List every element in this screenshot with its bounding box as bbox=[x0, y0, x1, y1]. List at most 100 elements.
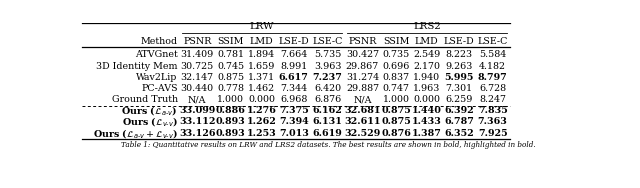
Text: 0.000: 0.000 bbox=[413, 95, 440, 104]
Text: LRS2: LRS2 bbox=[413, 22, 441, 31]
Text: 0.747: 0.747 bbox=[383, 84, 410, 93]
Text: 0.875: 0.875 bbox=[381, 117, 411, 126]
Text: 8.247: 8.247 bbox=[479, 95, 506, 104]
Text: 3D Identity Mem: 3D Identity Mem bbox=[96, 61, 178, 70]
Text: 1.963: 1.963 bbox=[413, 84, 440, 93]
Text: 6.787: 6.787 bbox=[444, 117, 474, 126]
Text: 0.000: 0.000 bbox=[248, 95, 275, 104]
Text: 6.392: 6.392 bbox=[444, 106, 474, 115]
Text: LMD: LMD bbox=[415, 36, 438, 45]
Text: 32.681: 32.681 bbox=[344, 106, 381, 115]
Text: 33.112: 33.112 bbox=[179, 117, 216, 126]
Text: 1.253: 1.253 bbox=[246, 129, 276, 138]
Text: LSE-C: LSE-C bbox=[312, 36, 342, 45]
Text: Method: Method bbox=[141, 36, 178, 45]
Text: Ours ($\mathcal{L}_{a\text{-}v}$): Ours ($\mathcal{L}_{a\text{-}v}$) bbox=[122, 104, 178, 117]
Text: 7.375: 7.375 bbox=[279, 106, 308, 115]
Text: 0.778: 0.778 bbox=[218, 84, 244, 93]
Text: SSIM: SSIM bbox=[218, 36, 244, 45]
Text: 7.664: 7.664 bbox=[280, 50, 307, 59]
Text: 32.529: 32.529 bbox=[344, 129, 381, 138]
Text: LSE-D: LSE-D bbox=[278, 36, 309, 45]
Text: LSE-C: LSE-C bbox=[477, 36, 508, 45]
Text: 0.745: 0.745 bbox=[217, 61, 244, 70]
Text: 7.013: 7.013 bbox=[279, 129, 308, 138]
Text: LMD: LMD bbox=[250, 36, 273, 45]
Text: ATVGnet: ATVGnet bbox=[135, 50, 178, 59]
Text: N/A: N/A bbox=[188, 95, 207, 104]
Text: 32.611: 32.611 bbox=[344, 117, 381, 126]
Text: 6.162: 6.162 bbox=[312, 106, 342, 115]
Text: 6.352: 6.352 bbox=[444, 129, 474, 138]
Text: LRW: LRW bbox=[250, 22, 274, 31]
Text: 1.940: 1.940 bbox=[413, 73, 440, 82]
Text: 6.619: 6.619 bbox=[312, 129, 342, 138]
Text: 8.991: 8.991 bbox=[280, 61, 307, 70]
Text: 1.276: 1.276 bbox=[246, 106, 276, 115]
Text: 6.876: 6.876 bbox=[314, 95, 341, 104]
Text: 7.237: 7.237 bbox=[312, 73, 342, 82]
Text: 5.735: 5.735 bbox=[314, 50, 341, 59]
Text: Wav2Lip: Wav2Lip bbox=[136, 73, 178, 82]
Text: 0.886: 0.886 bbox=[216, 106, 246, 115]
Text: 1.894: 1.894 bbox=[248, 50, 275, 59]
Text: 29.887: 29.887 bbox=[346, 84, 379, 93]
Text: 1.000: 1.000 bbox=[218, 95, 244, 104]
Text: 30.725: 30.725 bbox=[180, 61, 214, 70]
Text: 33.099: 33.099 bbox=[179, 106, 216, 115]
Text: N/A: N/A bbox=[353, 95, 372, 104]
Text: 0.735: 0.735 bbox=[382, 50, 410, 59]
Text: 6.617: 6.617 bbox=[279, 73, 308, 82]
Text: 7.925: 7.925 bbox=[478, 129, 508, 138]
Text: 30.427: 30.427 bbox=[346, 50, 379, 59]
Text: PC-AVS: PC-AVS bbox=[141, 84, 178, 93]
Text: 31.409: 31.409 bbox=[180, 50, 214, 59]
Text: Table 1: Quantitative results on LRW and LRS2 datasets. The best results are sho: Table 1: Quantitative results on LRW and… bbox=[121, 141, 535, 149]
Text: 6.259: 6.259 bbox=[445, 95, 472, 104]
Text: SSIM: SSIM bbox=[383, 36, 409, 45]
Text: 7.394: 7.394 bbox=[279, 117, 308, 126]
Text: 31.274: 31.274 bbox=[346, 73, 379, 82]
Text: 7.301: 7.301 bbox=[445, 84, 472, 93]
Text: 0.696: 0.696 bbox=[382, 61, 410, 70]
Text: 0.781: 0.781 bbox=[218, 50, 244, 59]
Text: 7.344: 7.344 bbox=[280, 84, 307, 93]
Text: 0.875: 0.875 bbox=[217, 73, 244, 82]
Text: 1.000: 1.000 bbox=[383, 95, 410, 104]
Text: 0.837: 0.837 bbox=[382, 73, 410, 82]
Text: 1.262: 1.262 bbox=[246, 117, 276, 126]
Text: 7.363: 7.363 bbox=[477, 117, 508, 126]
Text: 4.182: 4.182 bbox=[479, 61, 506, 70]
Text: 7.835: 7.835 bbox=[478, 106, 508, 115]
Text: 6.131: 6.131 bbox=[312, 117, 342, 126]
Text: 8.797: 8.797 bbox=[478, 73, 508, 82]
Text: 0.876: 0.876 bbox=[381, 129, 411, 138]
Text: PSNR: PSNR bbox=[183, 36, 211, 45]
Text: 3.963: 3.963 bbox=[314, 61, 341, 70]
Text: 1.440: 1.440 bbox=[412, 106, 442, 115]
Text: 9.263: 9.263 bbox=[445, 61, 472, 70]
Text: PSNR: PSNR bbox=[348, 36, 377, 45]
Text: 2.549: 2.549 bbox=[413, 50, 440, 59]
Text: Ground Truth: Ground Truth bbox=[111, 95, 178, 104]
Text: 6.968: 6.968 bbox=[280, 95, 307, 104]
Text: 30.440: 30.440 bbox=[180, 84, 214, 93]
Text: 1.387: 1.387 bbox=[412, 129, 442, 138]
Text: 2.170: 2.170 bbox=[413, 61, 440, 70]
Text: 6.728: 6.728 bbox=[479, 84, 506, 93]
Text: 0.893: 0.893 bbox=[216, 129, 246, 138]
Text: 8.223: 8.223 bbox=[445, 50, 472, 59]
Text: Ours ($\mathcal{L}_{a\text{-}v}+\mathcal{L}_{v\text{-}v}$): Ours ($\mathcal{L}_{a\text{-}v}+\mathcal… bbox=[93, 127, 178, 139]
Text: 5.995: 5.995 bbox=[444, 73, 474, 82]
Text: 29.867: 29.867 bbox=[346, 61, 379, 70]
Text: 0.875: 0.875 bbox=[381, 106, 411, 115]
Text: 1.371: 1.371 bbox=[248, 73, 275, 82]
Text: 32.147: 32.147 bbox=[180, 73, 214, 82]
Text: 1.433: 1.433 bbox=[412, 117, 442, 126]
Text: Ours ($\mathcal{L}_{v\text{-}v}$): Ours ($\mathcal{L}_{v\text{-}v}$) bbox=[122, 115, 178, 128]
Text: 33.126: 33.126 bbox=[179, 129, 216, 138]
Text: 6.420: 6.420 bbox=[314, 84, 341, 93]
Text: LSE-D: LSE-D bbox=[444, 36, 474, 45]
Text: 1.462: 1.462 bbox=[248, 84, 275, 93]
Text: 5.584: 5.584 bbox=[479, 50, 506, 59]
